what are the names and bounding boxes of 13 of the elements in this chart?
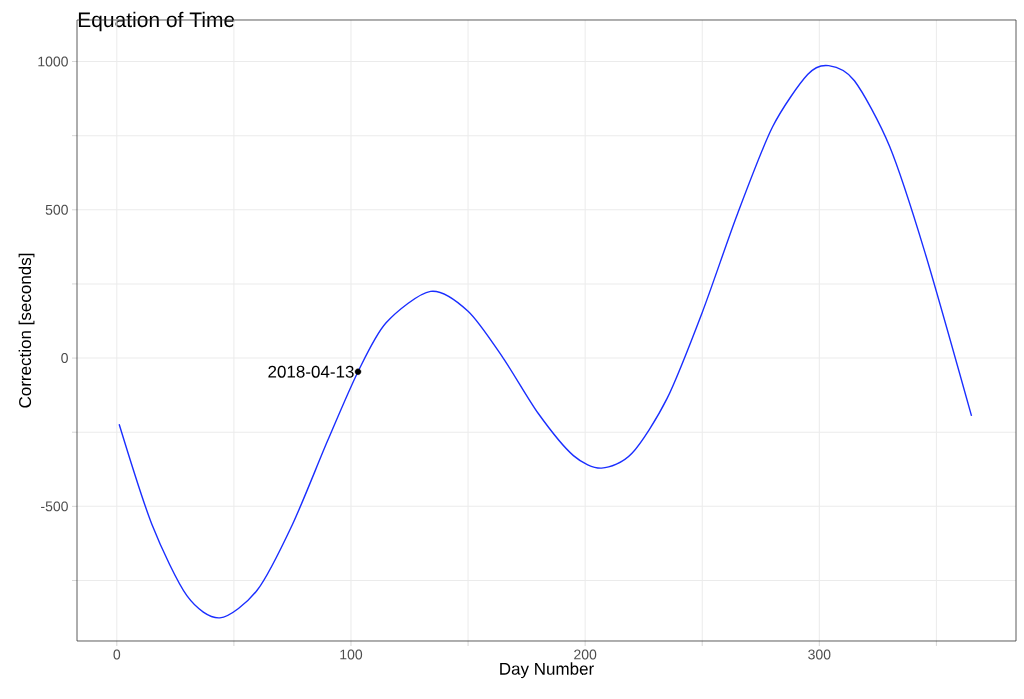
chart-title: Equation of Time: [78, 11, 235, 32]
x-tick-label: 300: [808, 649, 831, 660]
y-axis-title: Correction [seconds]: [18, 253, 35, 408]
x-axis-title: Day Number: [500, 662, 594, 679]
y-tick-label: 500: [45, 204, 68, 215]
line-series: [118, 64, 973, 619]
annotation: 2018-04-13: [268, 365, 354, 378]
y-tick-label: 0: [61, 353, 68, 364]
y-tick-label: 1000: [38, 56, 68, 67]
x-tick-label: 100: [340, 649, 363, 660]
y-tick-label: -500: [41, 501, 68, 512]
x-tick-label: 0: [113, 649, 121, 660]
x-tick-label: 200: [574, 649, 597, 660]
